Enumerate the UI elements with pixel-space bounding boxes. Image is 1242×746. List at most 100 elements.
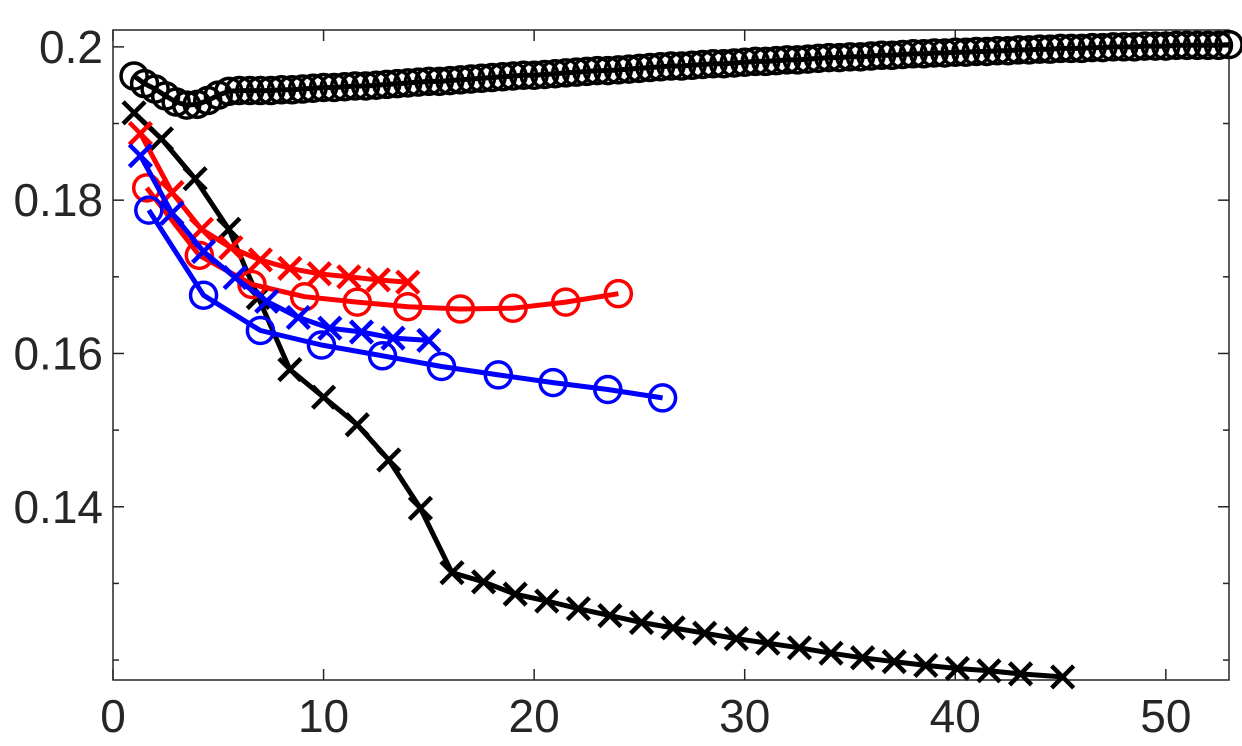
data-point-cross	[850, 645, 876, 671]
data-point-cross	[1007, 661, 1034, 687]
data-point-circle	[1119, 32, 1149, 62]
data-point-circle	[929, 38, 960, 68]
data-point-circle	[424, 66, 455, 97]
data-point-circle	[593, 55, 623, 86]
data-point-circle	[498, 61, 528, 91]
data-point-circle	[603, 278, 634, 309]
data-point-circle	[1182, 30, 1213, 61]
data-point-circle	[350, 71, 381, 101]
data-point-circle	[687, 49, 718, 80]
data-point-circle	[550, 58, 581, 88]
data-point-cross	[148, 126, 175, 152]
data-point-circle	[256, 75, 286, 106]
data-point-circle	[393, 68, 423, 98]
data-point-cross	[755, 630, 781, 656]
y-tick-label: 0.2	[39, 21, 103, 73]
data-point-circle	[435, 65, 465, 96]
data-point-circle	[719, 48, 749, 78]
data-point-circle	[647, 383, 678, 413]
data-point-cross	[190, 238, 217, 265]
series-1	[119, 29, 1242, 120]
data-point-circle	[666, 51, 697, 81]
data-point-circle	[572, 56, 602, 87]
data-point-circle	[656, 51, 686, 81]
data-point-cross	[365, 267, 391, 293]
data-point-circle	[498, 293, 528, 323]
series-line	[138, 132, 408, 285]
y-tick-label: 0.14	[13, 481, 103, 533]
data-point-circle	[677, 50, 707, 81]
data-point-circle	[519, 60, 549, 90]
x-tick-label: 20	[509, 690, 560, 742]
data-point-circle	[824, 42, 855, 73]
data-point-circle	[803, 43, 834, 74]
data-point-cross	[534, 588, 560, 614]
data-point-circle	[1003, 35, 1034, 65]
data-point-circle	[856, 41, 886, 71]
data-point-circle	[367, 341, 398, 371]
series-6	[127, 143, 442, 354]
data-point-circle	[508, 60, 539, 90]
data-point-cross	[306, 261, 332, 287]
data-point-circle	[961, 36, 992, 67]
data-point-cross	[336, 264, 362, 290]
data-point-circle	[487, 62, 518, 92]
data-point-circle	[184, 240, 215, 271]
x-tick-label: 30	[719, 690, 770, 742]
data-point-cross	[976, 658, 1002, 684]
data-point-circle	[708, 48, 739, 79]
data-point-circle	[898, 39, 928, 69]
data-point-circle	[1214, 29, 1242, 60]
series-4	[127, 120, 421, 295]
data-point-circle	[1203, 30, 1234, 61]
data-point-cross	[218, 235, 244, 261]
data-point-circle	[382, 68, 413, 99]
data-point-circle	[698, 48, 728, 79]
data-point-cross	[944, 655, 970, 682]
data-point-cross	[597, 603, 623, 629]
data-point-cross	[407, 495, 434, 521]
data-point-circle	[445, 294, 476, 324]
data-point-circle	[266, 75, 297, 105]
y-tick-label: 0.16	[13, 327, 103, 379]
data-point-circle	[134, 195, 164, 225]
data-point-circle	[483, 360, 514, 390]
data-point-cross	[565, 596, 591, 622]
data-point-cross	[277, 356, 303, 383]
series-2	[121, 100, 1076, 690]
data-point-circle	[740, 46, 770, 77]
data-point-circle	[951, 37, 981, 67]
data-point-circle	[877, 40, 907, 71]
axes	[112, 29, 1230, 681]
data-point-circle	[188, 280, 219, 310]
data-point-cross	[395, 269, 421, 295]
data-point-circle	[835, 42, 865, 72]
data-point-circle	[540, 58, 570, 89]
data-point-circle	[1056, 33, 1086, 64]
data-point-circle	[1108, 32, 1139, 62]
data-point-circle	[729, 47, 760, 77]
data-point-circle	[940, 37, 971, 67]
data-point-cross	[121, 100, 147, 126]
data-point-circle	[477, 62, 507, 93]
data-point-circle	[340, 71, 370, 101]
data-point-cross	[692, 620, 718, 646]
data-point-circle	[550, 287, 581, 317]
data-point-circle	[342, 287, 373, 317]
data-point-circle	[1066, 33, 1097, 64]
data-point-circle	[993, 35, 1023, 66]
data-point-circle	[529, 59, 560, 90]
data-point-circle	[426, 351, 457, 382]
data-point-cross	[376, 447, 402, 473]
data-point-cross	[182, 166, 208, 192]
data-point-circle	[561, 57, 591, 87]
data-point-cross	[247, 247, 273, 273]
data-point-circle	[972, 36, 1002, 67]
data-point-cross	[222, 264, 248, 291]
data-point-circle	[603, 55, 634, 85]
data-point-cross	[660, 615, 686, 641]
data-point-circle	[245, 75, 276, 106]
data-point-circle	[361, 70, 391, 100]
data-point-cross	[127, 143, 153, 169]
